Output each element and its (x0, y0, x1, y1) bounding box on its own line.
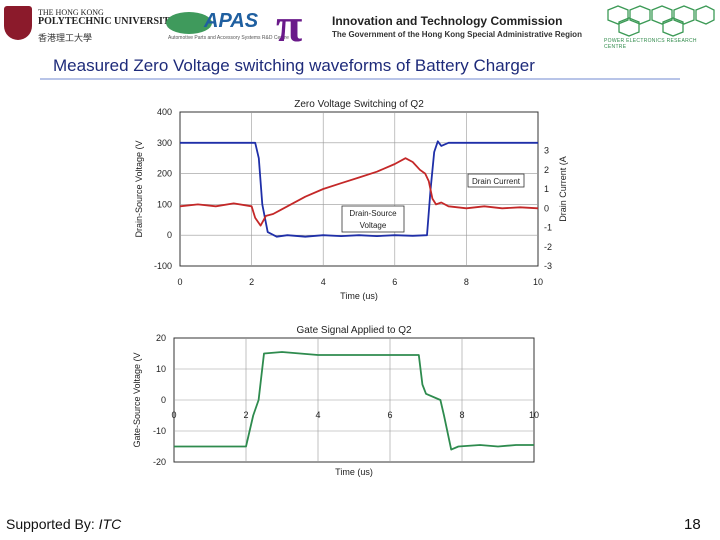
x-tick-label: 8 (459, 410, 464, 420)
y-tick-label: 20 (156, 333, 166, 343)
x-tick-label: 4 (321, 277, 326, 287)
chart-title: Gate Signal Applied to Q2 (296, 325, 412, 336)
y-axis-label: Drain-Source Voltage (V (134, 140, 144, 237)
annotation-drain-source-line2: Voltage (360, 221, 387, 230)
y-tick-label: 400 (157, 107, 172, 117)
perc-label: POWER ELECTRONICS RESEARCH CENTRE (604, 38, 697, 50)
title-divider (40, 78, 680, 80)
chart-title: Zero Voltage Switching of Q2 (294, 99, 424, 110)
y-right-tick-label: -3 (544, 261, 552, 271)
annotation-box (341, 205, 405, 233)
apas-logo: APAS (204, 10, 259, 32)
x-tick-label: 6 (392, 277, 397, 287)
y-right-tick-label: 2 (544, 165, 549, 175)
annotation-drain-source-line1: Drain-Source (349, 209, 397, 218)
zvs-chart: 0 2 4 6 8 10 -100 0 100 200 300 400 -3 -2 -1 0 1 2 3 Zero V… (134, 99, 568, 301)
footer-prefix: Supported By: (6, 516, 95, 532)
x-tick-label: 2 (243, 410, 248, 420)
x-tick-label: 10 (529, 410, 539, 420)
polyu-name-line1: THE HONG KONG (38, 8, 104, 17)
series-line (174, 351, 534, 451)
polyu-shield-icon (4, 6, 32, 40)
y-right-tick-label: 0 (544, 203, 549, 213)
polyu-name-line2: POLYTECHNIC UNIVERSITY (38, 16, 177, 27)
y-tick-label: 300 (157, 138, 172, 148)
itc-title: Innovation and Technology Commission (332, 14, 563, 28)
annotation-box (467, 173, 525, 188)
y-right-tick-label: -1 (544, 223, 552, 233)
y-tick-label: 0 (167, 230, 172, 240)
y-tick-label: -20 (153, 457, 166, 467)
apas-subtitle: Automotive Parts and Accessory Systems R… (168, 35, 289, 41)
x-tick-label: 4 (315, 410, 320, 420)
x-tick-label: 6 (387, 410, 392, 420)
y-axis-label-right: Drain Current (A (558, 156, 568, 222)
y-right-tick-label: -2 (544, 242, 552, 252)
x-tick-label: 2 (249, 277, 254, 287)
itc-subtitle: The Government of the Hong Kong Special … (332, 30, 582, 39)
y-axis-label: Gate-Source Voltage (V (132, 352, 142, 447)
annotation-drain-current: Drain Current (472, 177, 521, 186)
polyu-name: THE HONG KONG POLYTECHNIC UNIVERSITY (38, 8, 177, 27)
series-line (179, 157, 539, 227)
header-logos: THE HONG KONG POLYTECHNIC UNIVERSITY 香港理… (0, 0, 720, 52)
y-tick-label: -10 (153, 426, 166, 436)
series-line (180, 140, 538, 238)
page-number: 18 (684, 516, 701, 533)
x-tick-label: 8 (464, 277, 469, 287)
x-tick-label: 0 (177, 277, 182, 287)
perc-hexagon-icon (607, 5, 715, 37)
y-tick-label: 200 (157, 169, 172, 179)
footer-org: ITC (98, 516, 122, 532)
x-tick-label: 10 (533, 277, 543, 287)
y-tick-label: 10 (156, 364, 166, 374)
y-tick-label: 0 (161, 395, 166, 405)
y-right-tick-label: 1 (544, 184, 549, 194)
x-tick-label: 0 (171, 410, 176, 420)
itc-pi-icon: π (276, 0, 303, 52)
footer-supported-by: Supported By: ITC (6, 516, 121, 532)
slide-title: Measured Zero Voltage switching waveform… (53, 56, 535, 75)
apas-swoosh-icon (166, 12, 212, 34)
y-tick-label: 100 (157, 199, 172, 209)
y-right-tick-label: 3 (544, 146, 549, 156)
gate-signal-chart: 0 2 4 6 8 10 -20 -10 0 10 20 Gate Signal Applied to… (132, 325, 539, 477)
plot-area (179, 111, 539, 267)
x-axis-label: Time (us) (340, 291, 378, 301)
polyu-chinese-name: 香港理工大學 (38, 33, 93, 43)
y-tick-label: -100 (154, 261, 172, 271)
x-axis-label: Time (us) (335, 467, 373, 477)
